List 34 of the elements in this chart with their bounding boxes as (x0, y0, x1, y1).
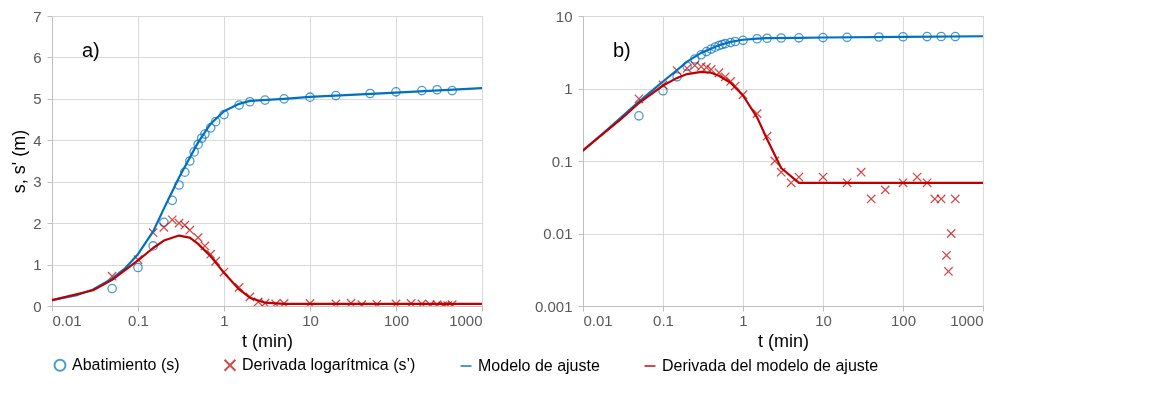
legend-label: Derivada logarítmica (s’) (242, 356, 416, 374)
legend-label: Modelo de ajuste (478, 357, 600, 374)
y-axis-title: s, s' (m) (9, 129, 30, 194)
x-tick-label: 1 (220, 311, 229, 329)
legend-label: Abatimiento (s) (72, 356, 180, 374)
y-tick-label: 10 (555, 7, 573, 25)
x-tick-label: 1 (739, 311, 748, 329)
x-tick-label: 0.01 (583, 311, 613, 329)
y-tick-label: 0 (33, 297, 42, 315)
y-tick-label: 4 (33, 131, 42, 149)
y-tick-label: 3 (33, 173, 42, 191)
y-tick-label: 2 (33, 214, 42, 232)
y-tick-label: 6 (33, 48, 42, 66)
x-tick-label: 0.01 (52, 311, 82, 329)
x-tick-label: 10 (815, 311, 832, 329)
y-tick-label: 0.01 (543, 225, 573, 242)
x-tick-label: 0.1 (653, 311, 674, 329)
x-tick-label: 0.1 (128, 311, 149, 329)
x-tick-label: 100 (383, 311, 410, 329)
y-tick-label: 1 (564, 80, 573, 97)
y-tick-label: 5 (33, 90, 42, 108)
x-tick-label: 10 (302, 311, 319, 329)
annotation: a) (82, 39, 100, 61)
y-tick-label: 1 (33, 256, 42, 274)
y-tick-label: 0.001 (534, 297, 573, 315)
x-tick-label: 1000 (449, 311, 483, 329)
legend-label: Derivada del modelo de ajuste (662, 357, 879, 374)
x-tick-label: 1000 (950, 311, 984, 329)
y-tick-label: 7 (33, 7, 42, 25)
annotation: b) (613, 39, 631, 61)
y-tick-label: 0.1 (551, 152, 573, 170)
x-tick-label: 100 (890, 311, 917, 329)
x-axis-title: t (min) (242, 330, 293, 351)
x-axis-title: t (min) (758, 330, 809, 351)
